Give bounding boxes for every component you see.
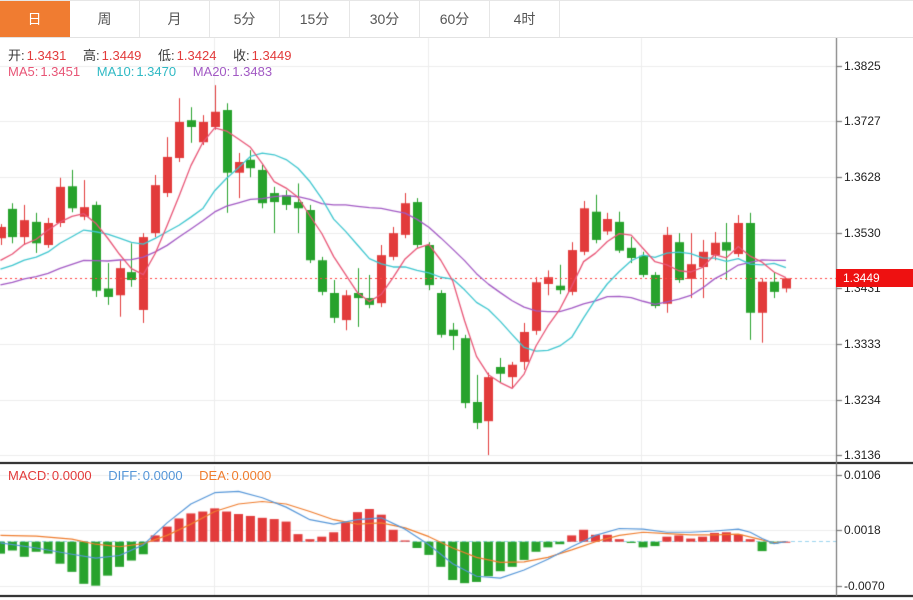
ma-legend: MA5: 1.3451 MA10: 1.3470 MA20: 1.3483 [8,64,285,79]
tab-30min[interactable]: 30分 [350,1,420,37]
diff-value: 0.0000 [142,468,183,483]
ma20-value: 1.3483 [232,64,273,79]
tab-4hour[interactable]: 4时 [490,1,560,37]
y-axis-label: 1.3628 [844,170,881,185]
high-value: 1.3449 [101,48,142,63]
open-value: 1.3431 [26,48,67,63]
y-axis-label: 0.0018 [844,523,881,538]
tab-5min[interactable]: 5分 [210,1,280,37]
open-label: 开: [8,48,25,63]
tab-day[interactable]: 日 [0,1,70,37]
y-axis-label: 0.0106 [844,468,881,483]
y-axis-label: 1.3825 [844,59,881,73]
last-price-badge: 1.3449 [836,269,913,287]
y-axis-label: 1.3136 [844,448,881,463]
y-axis-label: 1.3234 [844,392,881,407]
tab-15min[interactable]: 15分 [280,1,350,37]
tab-60min[interactable]: 60分 [420,1,490,37]
close-label: 收: [233,48,250,63]
macd-legend: MACD: 0.0000 DIFF: 0.0000 DEA: 0.0000 [8,468,284,483]
macd-value: 0.0000 [51,468,92,483]
ma5-label: MA5: [8,64,39,79]
tab-month[interactable]: 月 [140,1,210,37]
ma10-label: MA10: [96,64,135,79]
dea-label: DEA: [199,468,230,483]
macd-label: MACD: [8,468,50,483]
y-axis-label: 1.3530 [844,225,881,240]
y-axis-label: 1.3333 [844,336,881,351]
dea-value: 0.0000 [231,468,272,483]
y-axis-label: 1.3727 [844,114,881,129]
diff-label: DIFF: [108,468,141,483]
low-label: 低: [158,48,175,63]
low-value: 1.3424 [176,48,217,63]
close-value: 1.3449 [251,48,292,63]
high-label: 高: [83,48,100,63]
ma5-value: 1.3451 [40,64,81,79]
ohlc-legend: 开: 1.3431 高: 1.3449 低: 1.3424 收: 1.3449 [8,45,304,64]
ma20-label: MA20: [192,64,231,79]
timeframe-tab-bar: 日 周 月 5分 15分 30分 60分 4时 [0,0,913,38]
tab-week[interactable]: 周 [70,1,140,37]
y-axis-label: -0.0070 [844,578,885,593]
ma10-value: 1.3470 [136,64,177,79]
